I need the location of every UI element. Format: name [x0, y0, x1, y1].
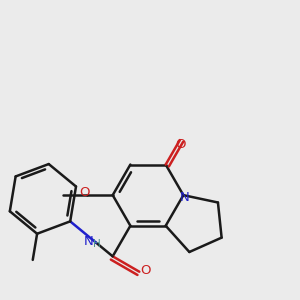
Text: N: N [83, 235, 93, 248]
Text: O: O [79, 186, 90, 199]
Text: H: H [93, 239, 101, 249]
Text: N: N [179, 190, 189, 204]
Text: O: O [176, 139, 186, 152]
Text: O: O [140, 264, 151, 277]
